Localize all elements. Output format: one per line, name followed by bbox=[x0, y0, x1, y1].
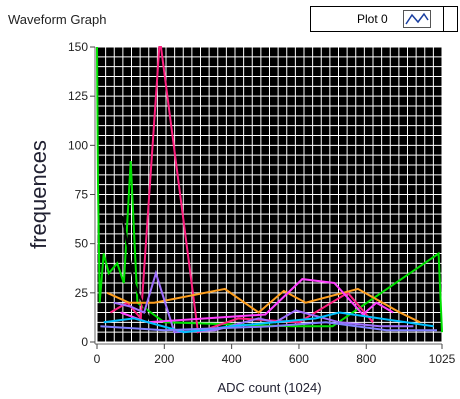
data-series-0 bbox=[96, 46, 443, 333]
chart-title: Waveform Graph bbox=[8, 12, 107, 27]
data-series-4 bbox=[113, 269, 414, 334]
x-tick-label: 800 bbox=[356, 352, 376, 366]
y-tick-label: 100 bbox=[68, 138, 88, 152]
y-tick-label: 50 bbox=[75, 237, 89, 251]
x-tick-label: 400 bbox=[222, 352, 242, 366]
line-plot-icon[interactable] bbox=[403, 10, 431, 28]
y-tick-label: 75 bbox=[75, 188, 89, 202]
plot-legend[interactable]: Plot 0 bbox=[310, 6, 458, 32]
x-tick-label: 200 bbox=[154, 352, 174, 366]
x-tick-label: 1025 bbox=[429, 352, 456, 366]
data-series-3 bbox=[106, 287, 421, 324]
y-axis-title: frequences bbox=[26, 140, 51, 249]
x-axis-title: ADC count (1024) bbox=[217, 380, 321, 395]
legend-label: Plot 0 bbox=[357, 12, 388, 26]
data-series-6 bbox=[103, 311, 434, 334]
y-tick-label: 125 bbox=[68, 89, 88, 103]
data-series-7 bbox=[100, 321, 437, 332]
y-tick-label: 150 bbox=[68, 40, 88, 54]
x-tick-label: 0 bbox=[94, 352, 101, 366]
y-tick-label: 0 bbox=[81, 335, 88, 349]
x-tick-label: 600 bbox=[289, 352, 309, 366]
y-tick-label: 25 bbox=[75, 286, 89, 300]
data-series-1 bbox=[109, 46, 374, 334]
legend-divider bbox=[443, 7, 444, 31]
data-series-5 bbox=[120, 278, 394, 324]
